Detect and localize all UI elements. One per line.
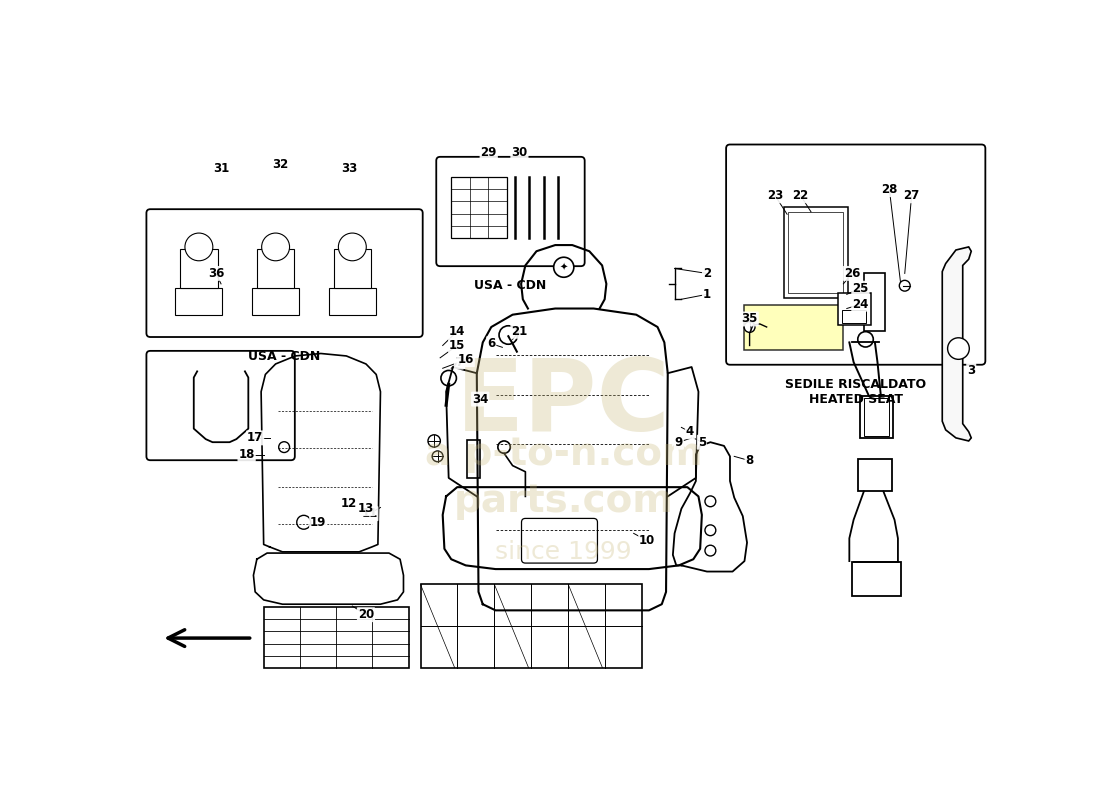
Text: 18: 18 xyxy=(239,448,255,461)
Circle shape xyxy=(705,546,716,556)
Bar xyxy=(838,293,871,325)
Text: 27: 27 xyxy=(903,190,920,202)
Circle shape xyxy=(297,515,310,530)
Text: EPC: EPC xyxy=(456,355,671,453)
Text: 28: 28 xyxy=(881,183,898,196)
Text: 15: 15 xyxy=(449,339,465,352)
Text: 12: 12 xyxy=(341,498,358,510)
Circle shape xyxy=(185,233,212,261)
Text: 33: 33 xyxy=(341,162,358,175)
Text: 26: 26 xyxy=(844,267,860,280)
Text: 23: 23 xyxy=(767,190,783,202)
Bar xyxy=(252,288,299,314)
Circle shape xyxy=(947,338,969,359)
Text: 4: 4 xyxy=(685,426,694,438)
Polygon shape xyxy=(943,247,971,441)
Bar xyxy=(257,250,295,288)
Text: 34: 34 xyxy=(472,393,488,406)
Bar xyxy=(864,398,890,436)
Bar xyxy=(180,250,218,288)
Text: 3: 3 xyxy=(967,364,976,377)
Bar xyxy=(858,459,892,491)
Bar xyxy=(860,396,893,438)
Circle shape xyxy=(745,322,755,332)
Text: 25: 25 xyxy=(852,282,869,294)
Bar xyxy=(864,273,886,331)
Circle shape xyxy=(900,280,910,291)
Text: 6: 6 xyxy=(487,337,495,350)
Text: ✦: ✦ xyxy=(560,262,568,272)
Text: 7: 7 xyxy=(454,356,463,369)
Text: 29: 29 xyxy=(481,146,497,159)
Text: 14: 14 xyxy=(449,325,465,338)
Bar xyxy=(264,607,408,668)
Circle shape xyxy=(705,496,716,506)
Circle shape xyxy=(278,442,289,453)
Text: a p-to-n.com
parts.com: a p-to-n.com parts.com xyxy=(425,435,703,521)
Text: 1: 1 xyxy=(703,288,711,301)
Text: 22: 22 xyxy=(793,190,808,202)
Text: 36: 36 xyxy=(208,267,224,280)
Circle shape xyxy=(553,258,574,278)
Text: 13: 13 xyxy=(358,502,374,515)
Bar xyxy=(842,310,866,322)
Text: 20: 20 xyxy=(358,608,374,621)
Text: 11: 11 xyxy=(361,507,377,520)
Circle shape xyxy=(705,525,716,536)
Text: 24: 24 xyxy=(852,298,869,310)
Text: 32: 32 xyxy=(273,158,289,171)
Text: 10: 10 xyxy=(639,534,656,547)
Text: 2: 2 xyxy=(703,267,711,280)
Circle shape xyxy=(428,434,440,447)
Text: 19: 19 xyxy=(310,516,327,529)
Text: USA - CDN: USA - CDN xyxy=(249,350,321,363)
Bar xyxy=(788,212,844,293)
Circle shape xyxy=(441,370,456,386)
Bar xyxy=(420,585,642,668)
Text: 35: 35 xyxy=(741,313,758,326)
Circle shape xyxy=(339,233,366,261)
Circle shape xyxy=(262,233,289,261)
Bar xyxy=(466,440,481,478)
Text: 8: 8 xyxy=(746,454,754,467)
Bar xyxy=(329,288,376,314)
Text: since 1999: since 1999 xyxy=(495,540,632,564)
Bar xyxy=(451,178,507,238)
Text: 5: 5 xyxy=(697,436,706,449)
Text: 9: 9 xyxy=(674,436,683,449)
Bar xyxy=(851,562,901,596)
Bar xyxy=(783,207,848,298)
Text: 30: 30 xyxy=(512,146,528,159)
Text: 31: 31 xyxy=(213,162,229,175)
Text: 16: 16 xyxy=(458,353,474,366)
Circle shape xyxy=(498,441,510,454)
Text: 17: 17 xyxy=(248,431,263,444)
Bar xyxy=(175,288,222,314)
Circle shape xyxy=(432,451,443,462)
Circle shape xyxy=(499,326,518,344)
Bar xyxy=(745,306,843,350)
Bar xyxy=(333,250,371,288)
Circle shape xyxy=(858,332,873,347)
Text: SEDILE RISCALDATO
HEATED SEAT: SEDILE RISCALDATO HEATED SEAT xyxy=(785,378,926,406)
Text: USA - CDN: USA - CDN xyxy=(474,279,547,292)
Text: 21: 21 xyxy=(512,325,528,338)
